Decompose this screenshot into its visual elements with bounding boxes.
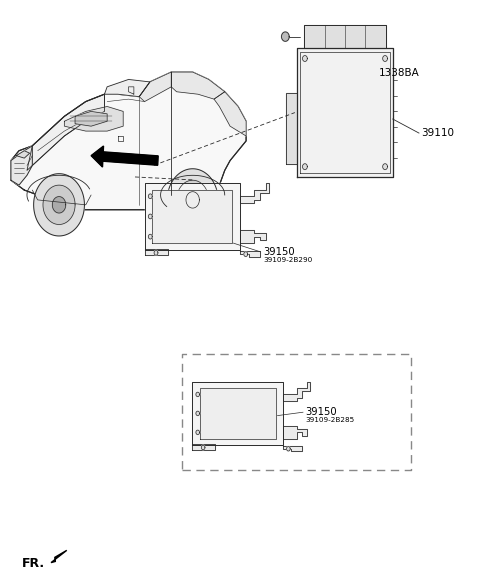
Text: FR.: FR. — [22, 557, 45, 570]
Polygon shape — [196, 430, 200, 435]
Polygon shape — [192, 444, 215, 450]
Polygon shape — [287, 446, 290, 451]
Polygon shape — [244, 252, 248, 256]
Polygon shape — [64, 106, 123, 131]
Polygon shape — [302, 56, 307, 61]
Polygon shape — [52, 196, 66, 213]
Polygon shape — [240, 252, 260, 257]
Polygon shape — [283, 426, 307, 439]
Polygon shape — [34, 173, 84, 236]
Polygon shape — [144, 249, 168, 256]
Text: 1338BA: 1338BA — [378, 68, 419, 78]
Text: 39150: 39150 — [263, 247, 295, 257]
Polygon shape — [192, 382, 283, 445]
Polygon shape — [200, 388, 276, 439]
Polygon shape — [139, 72, 171, 102]
Polygon shape — [11, 146, 32, 185]
Polygon shape — [297, 48, 393, 177]
Text: 39109-2B285: 39109-2B285 — [305, 417, 355, 423]
Polygon shape — [283, 446, 302, 452]
Text: 39150: 39150 — [305, 407, 337, 417]
Polygon shape — [27, 94, 105, 171]
Polygon shape — [281, 32, 289, 41]
Polygon shape — [240, 183, 269, 203]
Polygon shape — [148, 234, 152, 239]
Polygon shape — [383, 163, 387, 169]
Polygon shape — [168, 169, 218, 231]
Polygon shape — [11, 72, 246, 210]
Polygon shape — [302, 163, 307, 169]
Polygon shape — [177, 181, 209, 219]
Polygon shape — [186, 192, 199, 208]
Polygon shape — [75, 111, 107, 126]
Polygon shape — [286, 93, 297, 164]
Polygon shape — [51, 550, 67, 563]
Polygon shape — [91, 146, 158, 167]
Text: 39109-2B290: 39109-2B290 — [263, 257, 312, 263]
Polygon shape — [383, 56, 387, 61]
Polygon shape — [196, 392, 200, 397]
Polygon shape — [43, 185, 75, 225]
Text: 39110: 39110 — [421, 128, 455, 138]
Polygon shape — [144, 183, 240, 250]
Polygon shape — [304, 25, 385, 48]
Polygon shape — [152, 189, 232, 243]
Polygon shape — [16, 151, 30, 158]
Polygon shape — [148, 194, 152, 199]
Polygon shape — [201, 445, 205, 450]
Polygon shape — [171, 72, 225, 99]
Polygon shape — [214, 92, 246, 136]
Polygon shape — [154, 250, 158, 255]
Polygon shape — [240, 230, 266, 243]
Polygon shape — [196, 411, 200, 416]
Polygon shape — [283, 382, 310, 401]
Polygon shape — [105, 79, 150, 96]
Polygon shape — [148, 214, 152, 219]
